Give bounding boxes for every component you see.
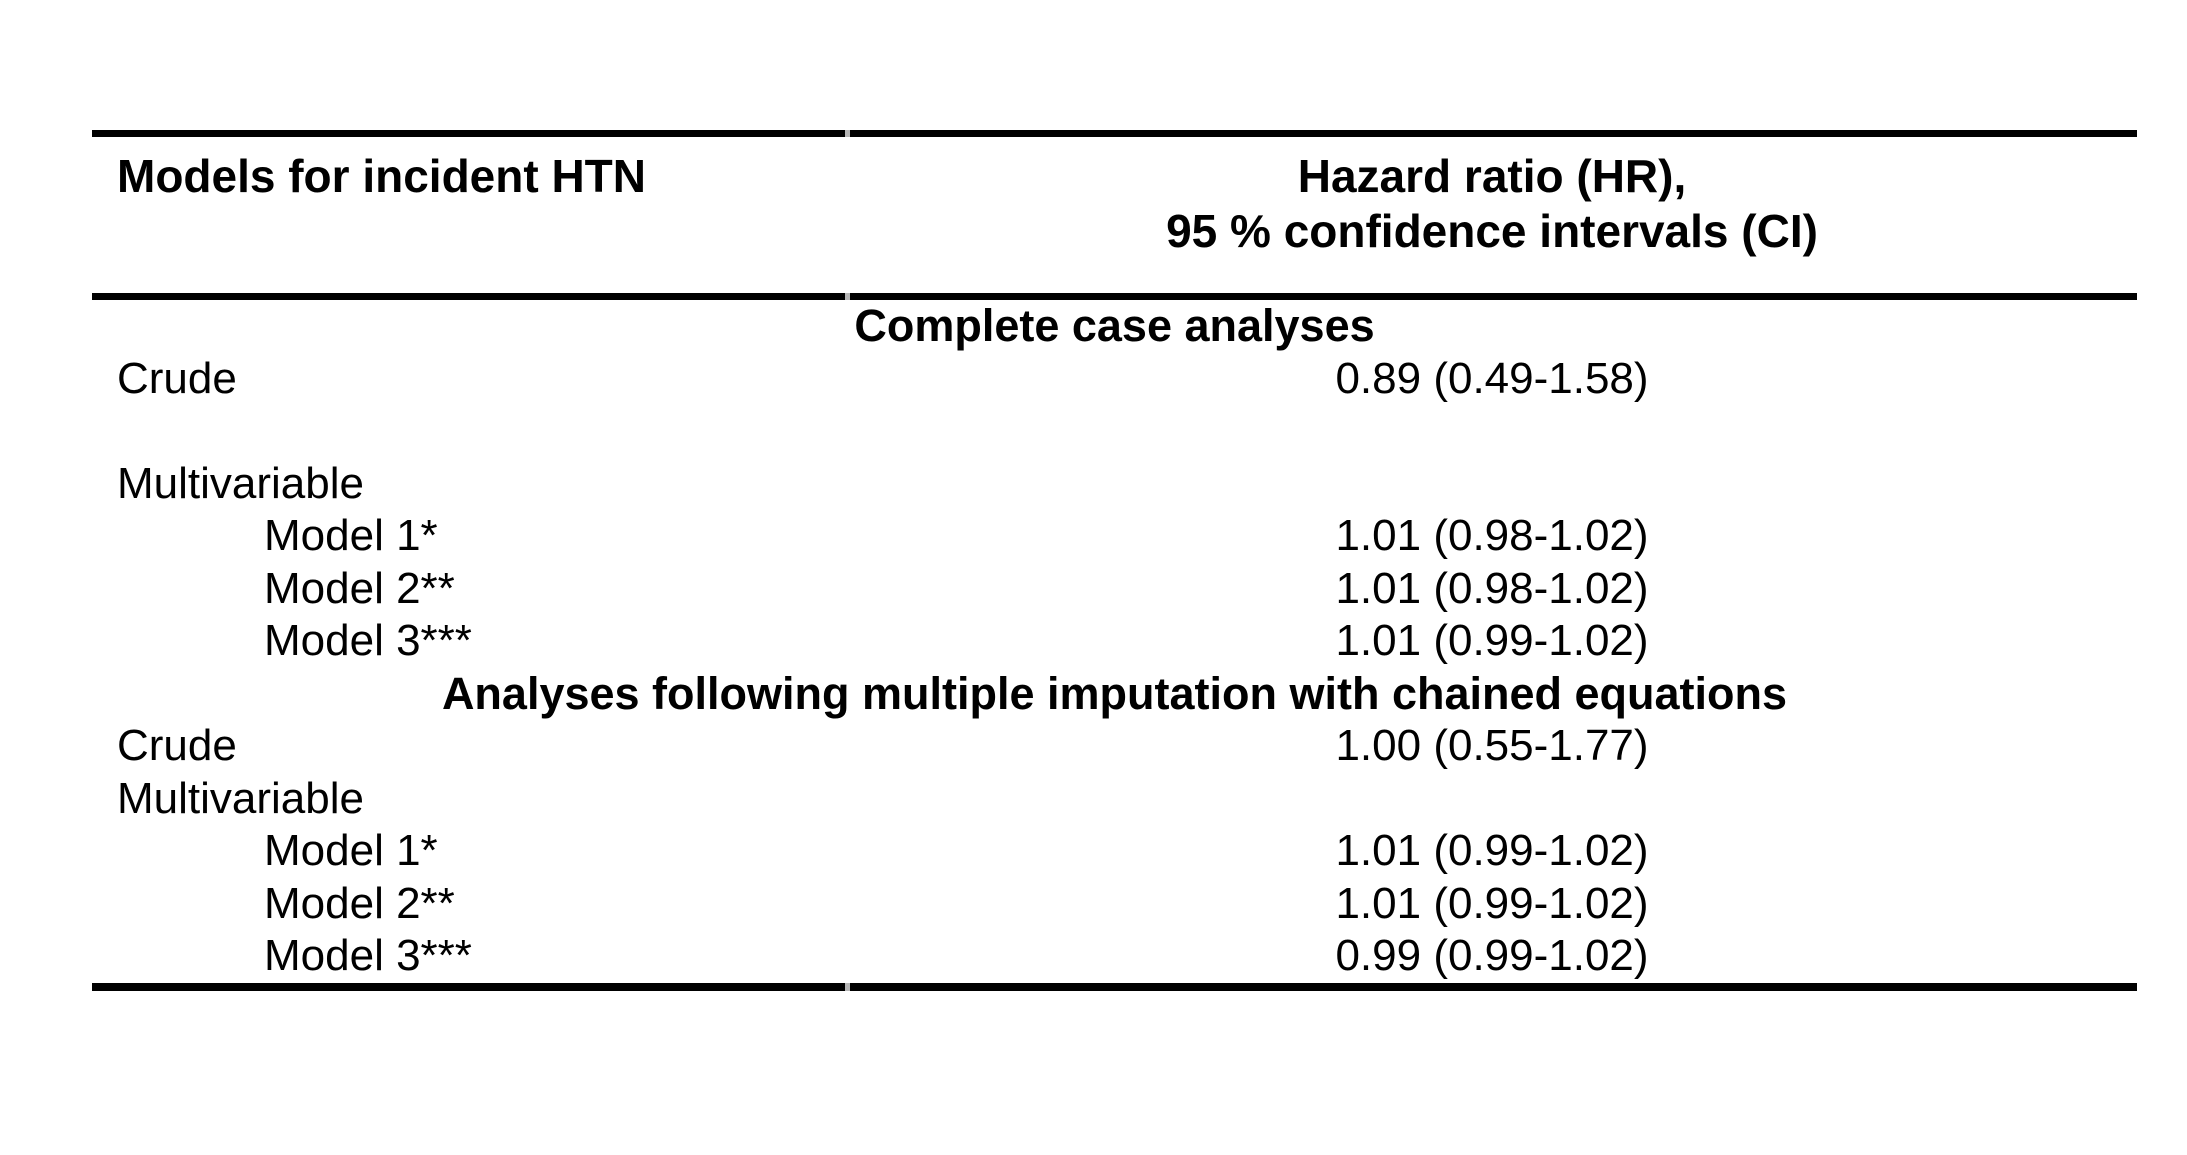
table-bottom-rule — [92, 982, 2137, 991]
table-row: Multivariable — [92, 773, 2137, 826]
row-label: Model 3*** — [264, 616, 472, 665]
section-heading: Analyses following multiple imputation w… — [441, 667, 1788, 719]
row-label: Model 2** — [264, 878, 455, 928]
table-row: Model 2** 1.01 (0.98-1.02) — [92, 563, 2137, 616]
table-row — [92, 405, 2137, 458]
row-label: Multivariable — [117, 773, 364, 823]
row-label: Crude — [117, 721, 237, 770]
row-label: Model 1* — [264, 826, 438, 875]
rule-segment — [850, 293, 2137, 300]
table-row: Model 3*** 0.99 (0.99-1.02) — [92, 930, 2137, 983]
column-header-hazard-ratio-line1: Hazard ratio (HR), — [1297, 150, 1687, 202]
row-value — [847, 405, 2137, 458]
row-value — [847, 773, 2137, 826]
table-row: Crude 1.00 (0.55-1.77) — [92, 720, 2137, 773]
row-label: Model 3*** — [264, 931, 472, 980]
row-value: 1.01 (0.99-1.02) — [1335, 616, 1649, 665]
table-mid-rule — [92, 293, 2137, 300]
row-label: Crude — [117, 353, 237, 403]
row-value: 1.01 (0.98-1.02) — [1335, 563, 1649, 613]
row-value: 1.01 (0.98-1.02) — [1335, 511, 1649, 560]
row-value: 1.01 (0.99-1.02) — [1335, 826, 1649, 875]
section-heading: Complete case analyses — [854, 300, 1375, 351]
row-value: 1.00 (0.55-1.77) — [1335, 721, 1649, 770]
rule-notch — [845, 982, 850, 991]
hazard-ratio-table: Models for incident HTN Hazard ratio (HR… — [92, 130, 2137, 991]
table-top-rule — [92, 130, 2137, 137]
row-value: 0.99 (0.99-1.02) — [1335, 931, 1649, 980]
table-row: Crude 0.89 (0.49-1.58) — [92, 353, 2137, 406]
table-body: Complete case analyses Crude 0.89 (0.49-1.… — [92, 300, 2137, 983]
column-header-hazard-ratio: Hazard ratio (HR), 95 % confidence inter… — [847, 149, 2137, 293]
row-label — [92, 405, 847, 458]
rule-notch — [845, 293, 850, 300]
rule-segment — [850, 982, 2137, 991]
row-label: Multivariable — [117, 458, 364, 508]
table-row: Model 3*** 1.01 (0.99-1.02) — [92, 615, 2137, 668]
row-value: 0.89 (0.49-1.58) — [1335, 353, 1649, 403]
table-row: Multivariable — [92, 458, 2137, 511]
column-header-hazard-ratio-line2: 95 % confidence intervals (CI) — [1166, 205, 1818, 257]
row-value: 1.01 (0.99-1.02) — [1335, 878, 1649, 928]
row-label: Model 1* — [264, 511, 438, 560]
rule-notch — [845, 130, 850, 137]
column-header-models: Models for incident HTN — [117, 150, 646, 202]
rule-segment — [92, 982, 845, 991]
table-row: Model 1* 1.01 (0.98-1.02) — [92, 510, 2137, 563]
rule-segment — [850, 130, 2137, 137]
row-value — [847, 458, 2137, 511]
row-label: Model 2** — [264, 563, 455, 613]
table-header-row: Models for incident HTN Hazard ratio (HR… — [92, 137, 2137, 293]
rule-segment — [92, 293, 845, 300]
table-row: Model 1* 1.01 (0.99-1.02) — [92, 825, 2137, 878]
rule-segment — [92, 130, 845, 137]
table-row: Model 2** 1.01 (0.99-1.02) — [92, 878, 2137, 931]
